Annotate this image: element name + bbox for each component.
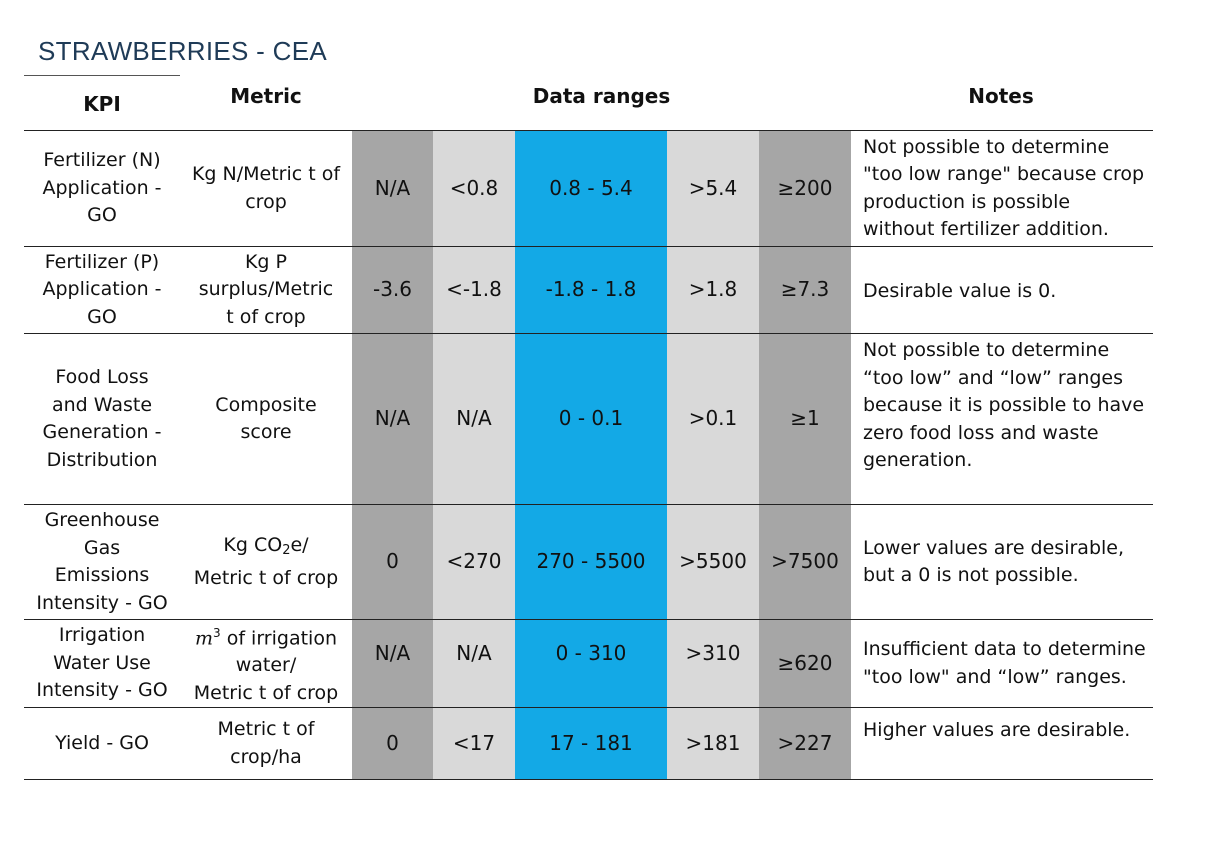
header-metric: Metric xyxy=(230,84,302,108)
header-rule xyxy=(24,130,1153,131)
notes-cell: Not possible to determine "too low range"… xyxy=(863,135,1145,241)
table-row: Greenhouse Gas Emissions Intensity - GO Kg … xyxy=(24,505,1153,619)
page-title: STRAWBERRIES - CEA xyxy=(38,36,328,66)
title-underline xyxy=(24,75,180,76)
range-low: <270 xyxy=(433,505,515,619)
range-too-low: 0 xyxy=(352,708,433,779)
header-kpi: KPI xyxy=(83,92,121,116)
range-high: >5.4 xyxy=(667,131,759,246)
metric-cell: Kg N/Metric t of crop xyxy=(191,163,341,213)
notes-cell: Higher values are desirable. xyxy=(863,719,1131,741)
metric-cell: Composite score xyxy=(215,393,317,444)
table-row: Food Loss and Waste Generation - Distributi… xyxy=(24,334,1153,504)
range-too-low: N/A xyxy=(352,131,433,246)
range-too-high: ≥1 xyxy=(759,334,851,504)
range-high: >181 xyxy=(667,708,759,779)
kpi-cell: Fertilizer (N) Application - GO xyxy=(42,149,162,227)
range-too-high: ≥7.3 xyxy=(759,247,851,333)
row-divider xyxy=(24,707,1153,708)
header-notes: Notes xyxy=(968,84,1034,108)
range-high: >0.1 xyxy=(667,334,759,504)
range-high: >310 xyxy=(667,620,759,707)
kpi-cell: Greenhouse Gas Emissions Intensity - GO xyxy=(36,509,168,614)
range-high: >5500 xyxy=(667,505,759,619)
row-divider xyxy=(24,246,1153,247)
range-desirable: 0 - 0.1 xyxy=(515,334,667,504)
table-row: Fertilizer (N) Application - GO Kg N/Metri… xyxy=(24,131,1153,246)
kpi-cell: Irrigation Water Use Intensity - GO xyxy=(36,624,168,702)
metric-cell: Metric t of crop/ha xyxy=(217,718,315,768)
range-too-low: N/A xyxy=(352,334,433,504)
notes-cell: Lower values are desirable, but a 0 is no… xyxy=(863,536,1125,587)
range-too-high: ≥620 xyxy=(759,620,851,707)
kpi-cell: Food Loss and Waste Generation - Distributi… xyxy=(42,366,162,471)
range-too-low: -3.6 xyxy=(352,247,433,333)
range-low: N/A xyxy=(433,334,515,504)
kpi-cell: Yield - GO xyxy=(55,731,149,754)
range-desirable: 0 - 310 xyxy=(515,620,667,707)
range-too-low: 0 xyxy=(352,505,433,619)
range-desirable: -1.8 - 1.8 xyxy=(515,247,667,333)
range-too-low: N/A xyxy=(352,620,433,707)
table-row: Irrigation Water Use Intensity - GO m3 of … xyxy=(24,620,1153,707)
range-desirable: 0.8 - 5.4 xyxy=(515,131,667,246)
table-bottom-rule xyxy=(24,779,1153,780)
range-low: <-1.8 xyxy=(433,247,515,333)
row-divider xyxy=(24,504,1153,505)
notes-cell: Desirable value is 0. xyxy=(863,280,1057,302)
range-too-high: ≥200 xyxy=(759,131,851,246)
range-low: <0.8 xyxy=(433,131,515,246)
range-too-high: >227 xyxy=(759,708,851,779)
metric-cell: m3 of irrigation water/ Metric t of crop xyxy=(193,625,339,704)
range-low: <17 xyxy=(433,708,515,779)
notes-cell: Not possible to determine “too low” and “… xyxy=(863,339,1145,471)
metric-cell: Kg CO2e/ Metric t of crop xyxy=(193,534,339,589)
row-divider xyxy=(24,619,1153,620)
table-row: Yield - GO Metric t of crop/ha 0 <17 17 -… xyxy=(24,708,1153,779)
header-data-ranges: Data ranges xyxy=(532,84,671,108)
range-too-high: >7500 xyxy=(759,505,851,619)
range-high: >1.8 xyxy=(667,247,759,333)
notes-cell: Insufficient data to determine "too low" … xyxy=(863,638,1146,688)
range-desirable: 270 - 5500 xyxy=(515,505,667,619)
range-low: N/A xyxy=(433,620,515,707)
range-desirable: 17 - 181 xyxy=(515,708,667,779)
kpi-cell: Fertilizer (P) Application - GO xyxy=(42,250,162,328)
row-divider xyxy=(24,333,1153,334)
